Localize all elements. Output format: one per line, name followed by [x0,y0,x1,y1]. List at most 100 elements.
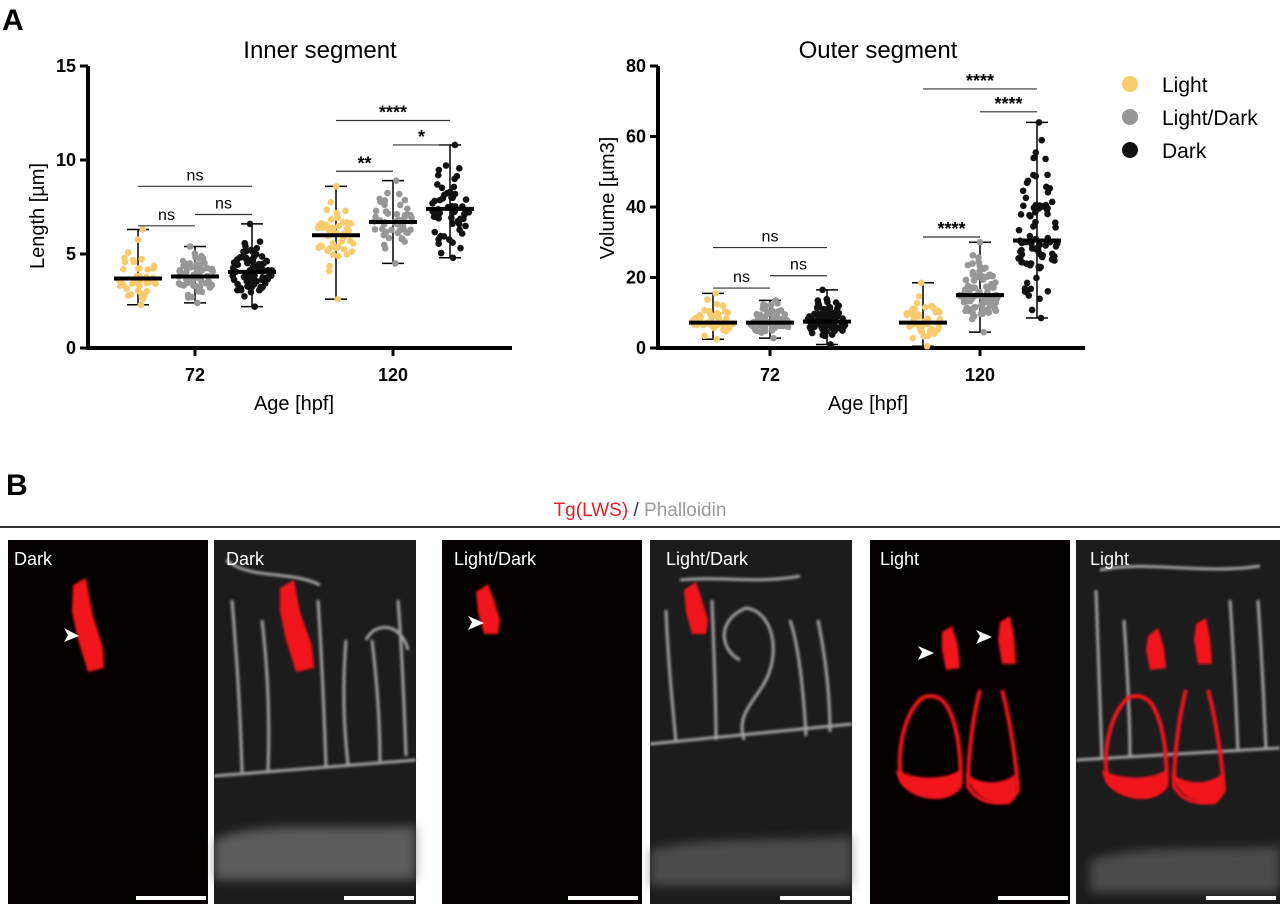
outer-segment-chart: Outer segment Age [hpf] Volume [µm3] 0 20… [597,37,1085,415]
data-point [713,300,721,308]
data-group [746,297,794,342]
data-point [324,247,331,255]
significance-label: ** [357,153,371,173]
data-group [899,279,947,350]
data-point [1036,250,1043,258]
data-point [992,307,1000,314]
data-point [924,332,932,340]
data-point [697,314,704,321]
data-point [451,190,459,198]
data-group [803,286,851,348]
data-point [915,293,923,300]
data-point [340,246,348,253]
data-point [753,311,761,319]
lower-tissue-layer [650,836,852,886]
data-point [914,311,922,318]
data-point [989,297,996,305]
data-point [457,215,464,223]
data-point [713,335,721,343]
micrograph-light-dark-merge: Light/Dark [649,540,853,904]
data-point [255,286,263,294]
legend-item-light: Light [1122,74,1208,97]
x-tick-label: 72 [185,365,205,385]
x-tick-label: 120 [965,365,995,385]
y-tick-label: 40 [626,197,646,217]
x-tick-label: 72 [760,365,780,385]
data-point [823,328,830,335]
arrowhead-icon [468,616,484,630]
data-point [1024,177,1032,185]
data-point [349,240,357,247]
data-point [150,262,158,270]
data-point [1032,149,1040,156]
data-point [758,329,765,336]
data-point [124,292,132,299]
significance-label: **** [379,103,407,123]
data-point [1037,314,1045,322]
y-tick-label: 0 [636,338,646,358]
data-point [834,324,842,332]
data-point [330,224,337,231]
data-point [401,238,408,245]
data-point [774,308,782,315]
panel-b-letter: B [6,469,28,502]
data-point [335,222,342,230]
data-point [1052,224,1059,231]
data-point [242,254,250,262]
photoreceptor-cell [684,582,708,634]
data-point [134,236,142,243]
data-point [964,282,972,290]
data-point [1033,274,1040,282]
y-tick-label: 0 [66,338,76,358]
data-point [334,244,341,251]
data-point [234,261,242,268]
data-group [426,141,474,262]
data-point [774,300,781,307]
data-point [968,315,976,323]
data-point [194,299,201,307]
data-point [701,306,708,314]
data-point [819,286,826,294]
data-point [253,244,261,252]
data-point [372,207,380,215]
data-point [323,206,331,214]
data-point [384,189,391,197]
data-group [689,290,737,343]
data-point [209,268,217,275]
data-point [1019,187,1027,195]
data-point [1015,226,1023,234]
legend-swatch-light [1122,76,1138,92]
data-point [184,291,192,299]
cell-body-outline [897,694,963,799]
data-point [451,141,459,149]
data-group [114,226,162,309]
data-point [327,198,335,206]
cell-body-base [896,770,962,798]
data-point [762,302,769,309]
data-point [179,257,187,265]
data-point [721,308,729,315]
data-point [229,272,237,280]
data-point [962,276,970,284]
data-point [441,191,448,199]
data-point [260,260,267,267]
data-point [236,253,244,261]
micrograph-dark-red: Dark [8,540,208,904]
data-point [342,207,349,215]
photoreceptor-cell [72,578,104,672]
data-point [909,306,916,313]
data-point [193,261,200,268]
micrograph-background [8,540,208,904]
data-point [1044,210,1051,218]
data-point [1048,198,1056,206]
data-group [1013,119,1061,322]
significance-label: ns [790,257,807,274]
data-point [180,262,187,270]
data-point [976,238,984,246]
data-point [820,305,828,313]
data-point [401,196,409,204]
data-point [449,239,456,246]
data-point [1036,202,1043,209]
data-point [827,341,834,348]
data-point [1027,260,1034,267]
